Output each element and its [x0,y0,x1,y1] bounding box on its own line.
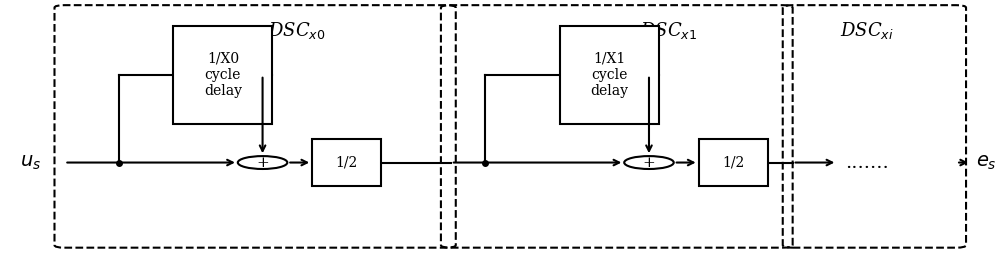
Text: 1/X0
cycle
delay: 1/X0 cycle delay [204,52,242,98]
Circle shape [624,156,674,169]
Text: 1/2: 1/2 [336,156,358,170]
FancyBboxPatch shape [173,26,272,124]
FancyBboxPatch shape [699,139,768,186]
Text: .......: ....... [845,154,889,172]
Text: +: + [643,156,655,170]
FancyBboxPatch shape [560,26,659,124]
Text: $e_s$: $e_s$ [976,154,997,172]
Text: DSC$_{x1}$: DSC$_{x1}$ [640,20,697,42]
Text: DSC$_{x0}$: DSC$_{x0}$ [268,20,326,42]
Text: $u_s$: $u_s$ [20,154,41,172]
Text: 1/X1
cycle
delay: 1/X1 cycle delay [590,52,628,98]
FancyBboxPatch shape [312,139,381,186]
Text: DSC$_{xi}$: DSC$_{xi}$ [840,20,894,42]
Circle shape [238,156,287,169]
Text: +: + [256,156,269,170]
Text: 1/2: 1/2 [722,156,744,170]
